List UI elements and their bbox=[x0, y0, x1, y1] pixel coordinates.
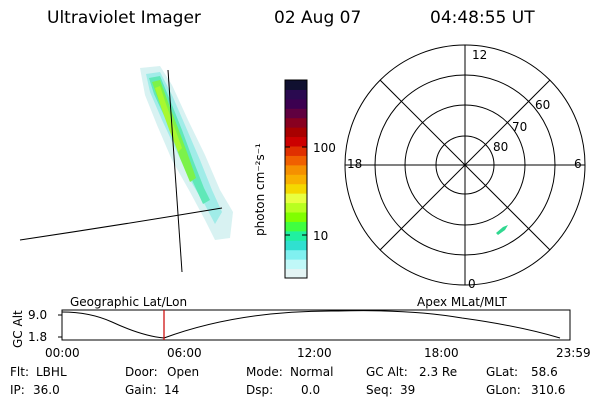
colorbar-band bbox=[285, 136, 307, 147]
colorbar-band bbox=[285, 268, 307, 279]
info-dsp-value: 0.0 bbox=[301, 383, 321, 397]
colorbar-label: photon cm⁻²s⁻¹ bbox=[253, 143, 267, 236]
colorbar-band bbox=[285, 108, 307, 119]
info-glon-value: 310.6 bbox=[531, 383, 566, 397]
polar-plot bbox=[344, 44, 586, 286]
info-mode-value: Normal bbox=[290, 365, 334, 379]
meridian-line bbox=[167, 69, 183, 273]
info-ip-label: IP: bbox=[10, 383, 25, 397]
colorbar-band bbox=[285, 212, 307, 222]
mlt-label-12: 12 bbox=[472, 48, 488, 62]
info-door-value: Open bbox=[167, 365, 200, 379]
date-label: 02 Aug 07 bbox=[274, 8, 362, 28]
info-gcalt-label: GC Alt: bbox=[366, 365, 408, 379]
mlt-label-18: 18 bbox=[347, 157, 363, 171]
colorbar-band bbox=[285, 202, 307, 213]
info-gain-value: 14 bbox=[164, 383, 180, 397]
info-glat-value: 58.6 bbox=[531, 365, 558, 379]
lat-label-70: 70 bbox=[512, 120, 528, 134]
colorbar-band bbox=[285, 174, 307, 185]
altitude-ylabel: GC Alt bbox=[11, 310, 25, 348]
time-tick-0000: 00:00 bbox=[45, 346, 80, 360]
colorbar-band bbox=[285, 249, 307, 260]
time-tick-2359: 23:59 bbox=[556, 346, 591, 360]
altitude-plot bbox=[58, 309, 571, 341]
lat-label-80: 80 bbox=[493, 140, 509, 154]
latitude-line bbox=[19, 207, 223, 241]
colorbar-band bbox=[285, 230, 307, 241]
info-seq-label: Seq: bbox=[366, 383, 393, 397]
info-dsp-label: Dsp: bbox=[246, 383, 274, 397]
time-tick-1800: 18:00 bbox=[424, 346, 459, 360]
aurora-emission-blob bbox=[140, 66, 233, 240]
colorbar-band bbox=[285, 127, 307, 138]
altitude-plot-frame bbox=[61, 309, 571, 341]
geographic-image-panel bbox=[19, 66, 233, 273]
info-flt-label: Flt: bbox=[10, 365, 29, 379]
colorbar-band bbox=[285, 164, 307, 175]
info-flt-value: LBHL bbox=[36, 365, 67, 379]
info-door-label: Door: bbox=[125, 365, 158, 379]
time-tick-0600: 06:00 bbox=[167, 346, 202, 360]
colorbar-band bbox=[285, 89, 307, 100]
time-label: 04:48:55 UT bbox=[430, 8, 535, 28]
colorbar-band bbox=[285, 98, 307, 109]
colorbar-band bbox=[285, 221, 307, 232]
info-mode-label: Mode: bbox=[246, 365, 283, 379]
colorbar-tick-10: 10 bbox=[313, 229, 329, 243]
instrument-title: Ultraviolet Imager bbox=[47, 8, 201, 28]
info-seq-value: 39 bbox=[400, 383, 416, 397]
colorbar-band bbox=[285, 259, 307, 270]
info-gain-label: Gain: bbox=[125, 383, 157, 397]
lat-label-60: 60 bbox=[535, 98, 551, 112]
info-gcalt-value: 2.3 Re bbox=[419, 365, 458, 379]
colorbar-band bbox=[285, 146, 307, 156]
apex-title: Apex MLat/MLT bbox=[417, 295, 507, 309]
polar-diagonal-2 bbox=[379, 79, 551, 251]
mlt-label-6: 6 bbox=[574, 157, 582, 171]
geographic-title: Geographic Lat/Lon bbox=[70, 295, 188, 309]
colorbar-tick-100: 100 bbox=[313, 141, 336, 155]
colorbar-band bbox=[285, 155, 307, 166]
altitude-ytick-high: 9.0 bbox=[28, 308, 48, 322]
info-ip-value: 36.0 bbox=[33, 383, 60, 397]
colorbar-band bbox=[285, 80, 307, 90]
polar-aurora-spot bbox=[496, 225, 508, 235]
info-glon-label: GLon: bbox=[486, 383, 521, 397]
time-tick-1200: 12:00 bbox=[297, 346, 332, 360]
colorbar-band bbox=[285, 193, 307, 204]
colorbar-band bbox=[285, 117, 307, 128]
mlt-label-0: 0 bbox=[468, 277, 476, 291]
colorbar-band bbox=[285, 240, 307, 251]
intensity-colorbar bbox=[284, 79, 308, 279]
altitude-ytick-low: 1.8 bbox=[28, 330, 48, 344]
altitude-curve bbox=[61, 310, 561, 339]
colorbar-band bbox=[285, 183, 307, 194]
info-glat-label: GLat: bbox=[486, 365, 519, 379]
